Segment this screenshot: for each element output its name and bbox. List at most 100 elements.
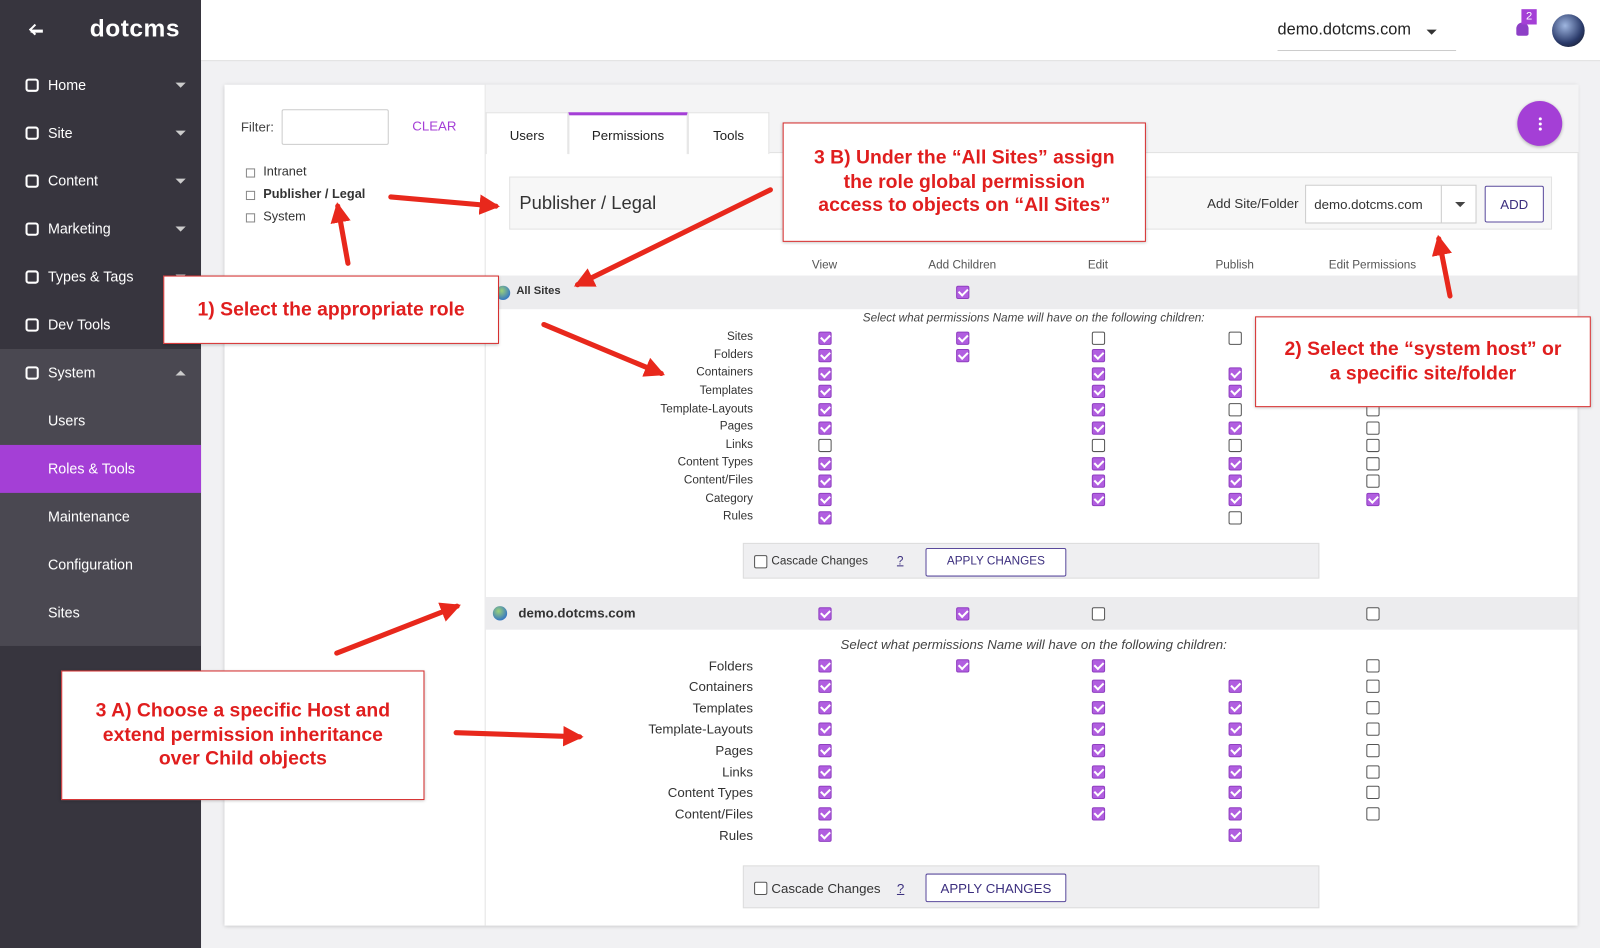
checkbox[interactable] bbox=[1365, 807, 1380, 821]
checkbox[interactable] bbox=[817, 420, 832, 435]
checkbox[interactable] bbox=[817, 331, 832, 345]
menu-item[interactable]: Content bbox=[0, 157, 201, 205]
tab[interactable]: Permissions bbox=[568, 112, 688, 155]
clear-button[interactable]: CLEAR bbox=[412, 118, 457, 134]
tree-expander[interactable] bbox=[245, 190, 256, 201]
checkbox[interactable] bbox=[1365, 786, 1380, 800]
submenu-item[interactable]: Users bbox=[0, 397, 201, 445]
checkbox[interactable] bbox=[817, 402, 832, 417]
site-selector[interactable]: demo.dotcms.com bbox=[1277, 18, 1457, 52]
tree-item[interactable]: Intranet bbox=[263, 164, 307, 179]
checkbox[interactable] bbox=[817, 474, 832, 489]
checkbox[interactable] bbox=[817, 807, 832, 821]
cascade-help[interactable]: ? bbox=[896, 554, 904, 568]
checkbox[interactable] bbox=[1228, 367, 1242, 381]
checkbox[interactable] bbox=[1091, 679, 1105, 694]
checkbox[interactable] bbox=[1228, 743, 1242, 757]
checkbox[interactable] bbox=[1228, 722, 1242, 736]
checkbox[interactable] bbox=[817, 606, 832, 620]
checkbox[interactable] bbox=[1365, 474, 1380, 489]
checkbox[interactable] bbox=[1228, 807, 1242, 821]
apply-button[interactable]: APPLY CHANGES bbox=[925, 873, 1067, 903]
checkbox[interactable] bbox=[1091, 402, 1105, 417]
checkbox[interactable] bbox=[1365, 722, 1380, 736]
checkbox[interactable] bbox=[1365, 658, 1380, 672]
checkbox[interactable] bbox=[1228, 385, 1242, 399]
checkbox[interactable] bbox=[1365, 701, 1380, 715]
checkbox[interactable] bbox=[817, 786, 832, 800]
checkbox[interactable] bbox=[817, 349, 832, 363]
cascade-help[interactable]: ? bbox=[896, 880, 905, 896]
checkbox[interactable] bbox=[817, 385, 832, 399]
avatar[interactable] bbox=[1552, 14, 1585, 47]
checkbox[interactable] bbox=[1365, 420, 1380, 435]
checkbox[interactable] bbox=[1091, 349, 1105, 363]
checkbox[interactable] bbox=[1228, 456, 1242, 471]
checkbox[interactable] bbox=[1228, 402, 1242, 417]
checkbox[interactable] bbox=[1091, 385, 1105, 399]
submenu-item[interactable]: Configuration bbox=[0, 541, 201, 589]
checkbox[interactable] bbox=[1091, 492, 1105, 507]
checkbox[interactable] bbox=[1365, 743, 1380, 757]
apply-button[interactable]: APPLY CHANGES bbox=[925, 547, 1067, 577]
checkbox[interactable] bbox=[1091, 701, 1105, 715]
checkbox[interactable] bbox=[1091, 367, 1105, 381]
checkbox[interactable] bbox=[1228, 420, 1242, 435]
checkbox[interactable] bbox=[1228, 764, 1242, 779]
checkbox[interactable] bbox=[817, 701, 832, 715]
checkbox[interactable] bbox=[1091, 764, 1105, 779]
checkbox[interactable] bbox=[817, 492, 832, 507]
checkbox[interactable] bbox=[1228, 438, 1242, 453]
checkbox[interactable] bbox=[1091, 456, 1105, 471]
tab[interactable]: Tools bbox=[687, 112, 770, 155]
checkbox[interactable] bbox=[1365, 606, 1380, 620]
checkbox[interactable] bbox=[1228, 701, 1242, 715]
tree-item[interactable]: System bbox=[263, 209, 306, 224]
checkbox[interactable] bbox=[1091, 807, 1105, 821]
checkbox[interactable] bbox=[1091, 331, 1105, 345]
checkbox[interactable] bbox=[1365, 764, 1380, 779]
menu-item[interactable]: System bbox=[0, 349, 201, 397]
checkbox[interactable] bbox=[1228, 492, 1242, 507]
site-folder-select[interactable]: demo.dotcms.com bbox=[1305, 184, 1477, 224]
checkbox[interactable] bbox=[955, 658, 969, 672]
checkbox[interactable] bbox=[1091, 743, 1105, 757]
checkbox[interactable] bbox=[1091, 438, 1105, 453]
checkbox[interactable] bbox=[1091, 420, 1105, 435]
add-button[interactable]: ADD bbox=[1484, 185, 1544, 223]
tree-expander[interactable] bbox=[245, 168, 256, 178]
checkbox[interactable] bbox=[1091, 474, 1105, 489]
checkbox[interactable] bbox=[1228, 828, 1242, 842]
checkbox[interactable] bbox=[1228, 786, 1242, 800]
menu-item[interactable]: Marketing bbox=[0, 205, 201, 253]
submenu-item[interactable]: Sites bbox=[0, 589, 201, 637]
menu-item[interactable]: Site bbox=[0, 109, 201, 157]
menu-item[interactable]: Home bbox=[0, 61, 201, 109]
checkbox[interactable] bbox=[1365, 456, 1380, 471]
tree-expander[interactable] bbox=[245, 213, 256, 223]
checkbox[interactable] bbox=[817, 438, 832, 453]
checkbox[interactable] bbox=[1228, 510, 1242, 525]
checkbox[interactable] bbox=[817, 510, 832, 525]
checkbox[interactable] bbox=[955, 606, 969, 620]
bell[interactable] bbox=[1516, 22, 1529, 36]
checkbox[interactable] bbox=[955, 285, 969, 300]
checkbox[interactable] bbox=[1228, 679, 1242, 694]
checkbox[interactable] bbox=[1365, 679, 1380, 694]
checkbox[interactable] bbox=[955, 349, 969, 363]
submenu-item[interactable]: Maintenance bbox=[0, 493, 201, 541]
checkbox[interactable] bbox=[817, 658, 832, 672]
checkbox[interactable] bbox=[817, 679, 832, 694]
checkbox[interactable] bbox=[955, 331, 969, 345]
checkbox[interactable] bbox=[1228, 474, 1242, 489]
checkbox[interactable] bbox=[817, 367, 832, 381]
checkbox[interactable] bbox=[1228, 331, 1242, 345]
checkbox[interactable] bbox=[1365, 492, 1380, 507]
checkbox[interactable] bbox=[1091, 786, 1105, 800]
checkbox[interactable] bbox=[817, 743, 832, 757]
checkbox[interactable] bbox=[753, 881, 767, 895]
checkbox[interactable] bbox=[817, 722, 832, 736]
checkbox[interactable] bbox=[753, 555, 767, 569]
checkbox[interactable] bbox=[1091, 606, 1105, 620]
checkbox[interactable] bbox=[817, 828, 832, 842]
